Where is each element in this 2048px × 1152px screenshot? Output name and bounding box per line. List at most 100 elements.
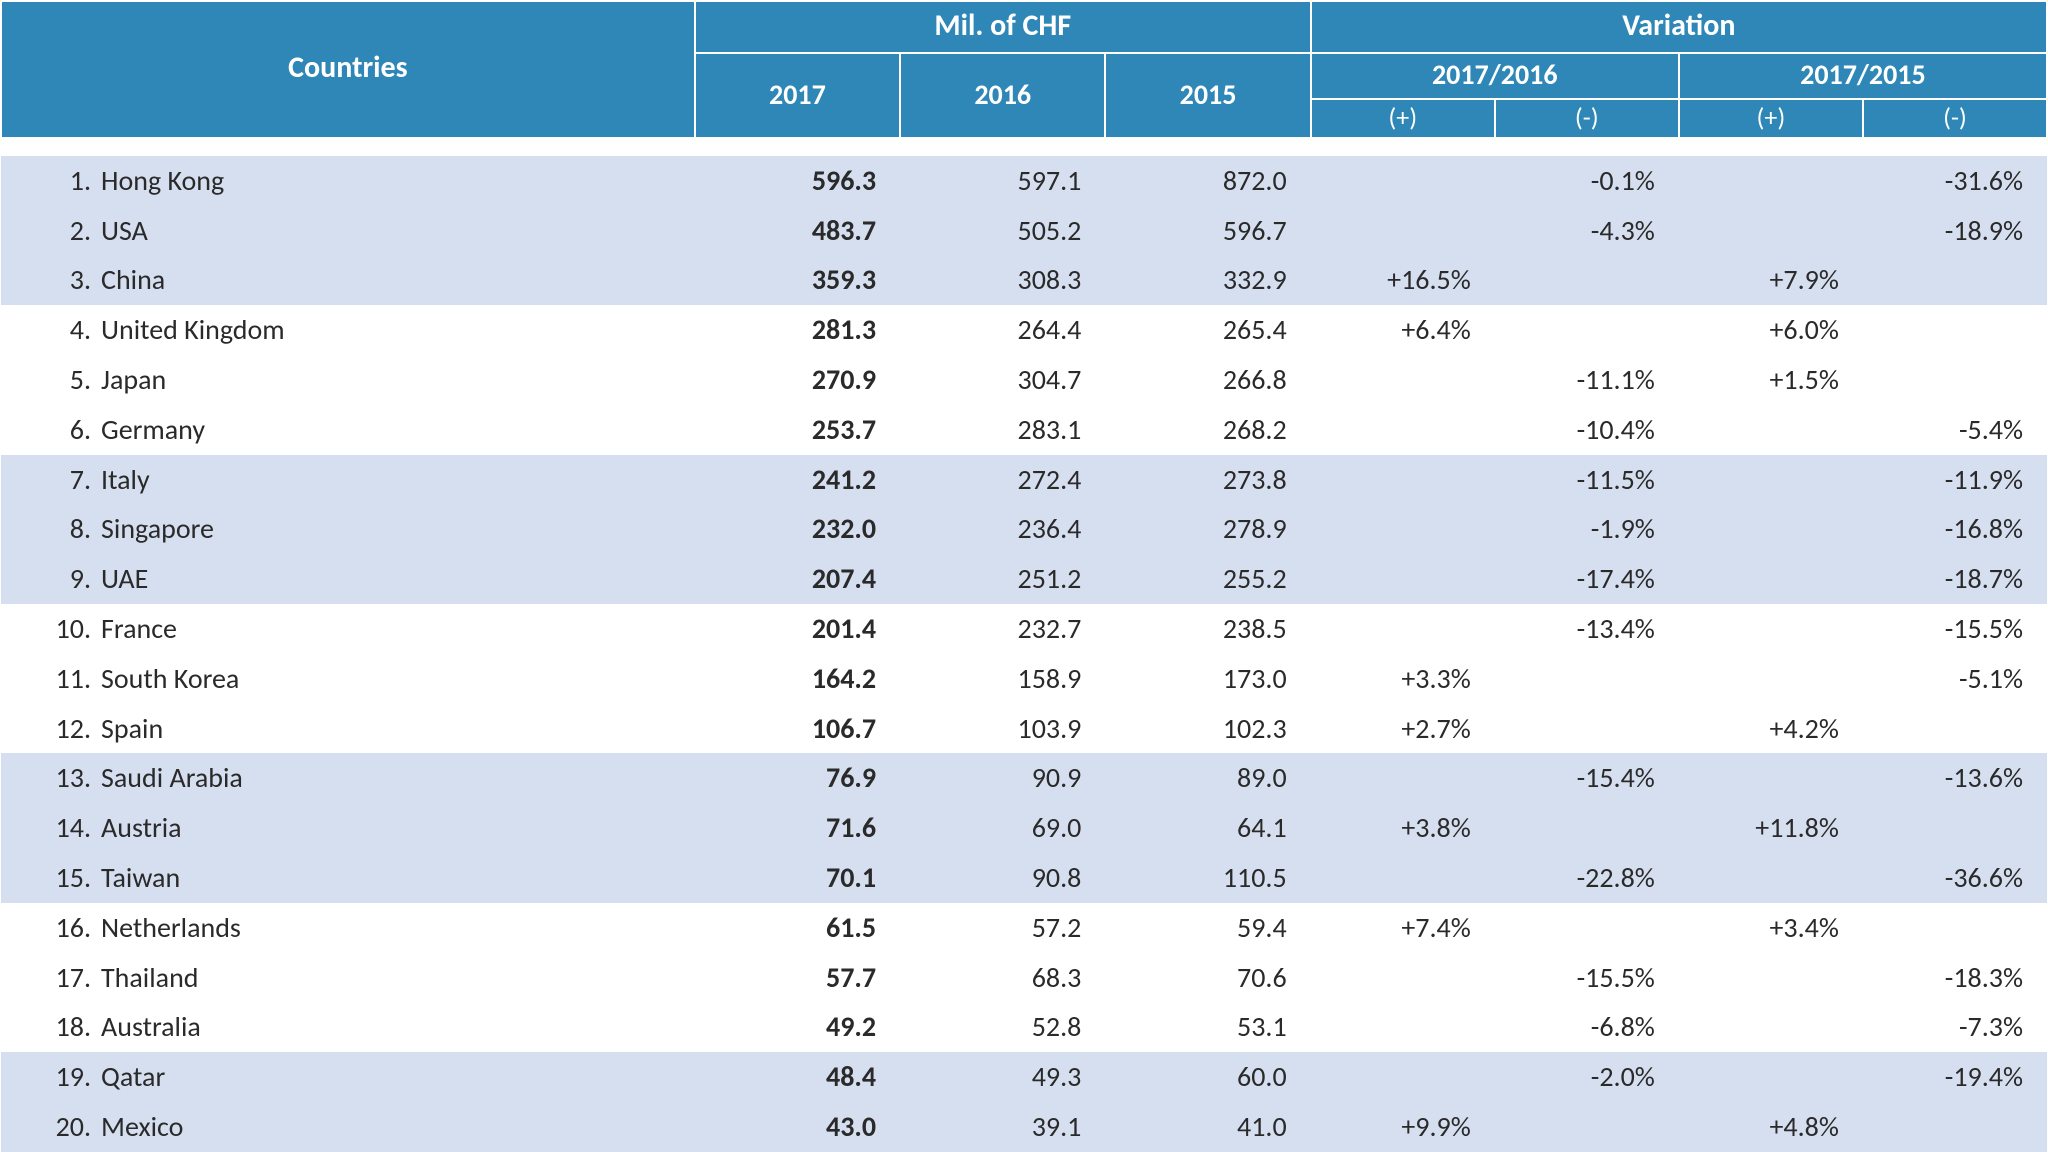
cell-v15m [1863,355,2047,405]
cell-y2015: 89.0 [1105,753,1310,803]
cell-y2015: 596.7 [1105,206,1310,256]
cell-y2015: 332.9 [1105,255,1310,305]
cell-v16p [1311,604,1495,654]
cell-v15m: -5.4% [1863,405,2047,455]
cell-rank: 2. [1,206,93,256]
cell-y2016: 57.2 [900,903,1105,953]
table-row: 7.Italy241.2272.4273.8-11.5%-11.9% [1,455,2047,505]
cell-y2015: 278.9 [1105,504,1310,554]
col-2017-2016-plus: (+) [1311,99,1495,138]
cell-country: Saudi Arabia [93,753,695,803]
colgroup-variation: Variation [1311,1,2047,53]
cell-y2016: 90.8 [900,853,1105,903]
cell-y2017: 232.0 [695,504,900,554]
cell-rank: 9. [1,554,93,604]
cell-y2015: 255.2 [1105,554,1310,604]
cell-y2016: 264.4 [900,305,1105,355]
cell-v15m [1863,903,2047,953]
cell-v15m: -18.9% [1863,206,2047,256]
cell-y2017: 207.4 [695,554,900,604]
cell-y2016: 232.7 [900,604,1105,654]
cell-rank: 4. [1,305,93,355]
cell-v15m: -15.5% [1863,604,2047,654]
cell-y2015: 59.4 [1105,903,1310,953]
cell-v16m: -0.1% [1495,156,1679,206]
cell-y2016: 69.0 [900,803,1105,853]
cell-v15m [1863,255,2047,305]
table-row: 2.USA483.7505.2596.7-4.3%-18.9% [1,206,2047,256]
cell-v16p [1311,953,1495,1003]
cell-v16p [1311,853,1495,903]
cell-y2015: 273.8 [1105,455,1310,505]
cell-y2017: 253.7 [695,405,900,455]
cell-y2017: 71.6 [695,803,900,853]
cell-v16p [1311,156,1495,206]
cell-v16p: +16.5% [1311,255,1495,305]
table-row: 10.France201.4232.7238.5-13.4%-15.5% [1,604,2047,654]
col-2017-2015-plus: (+) [1679,99,1863,138]
cell-y2017: 106.7 [695,704,900,754]
cell-v15p [1679,206,1863,256]
cell-y2016: 251.2 [900,554,1105,604]
cell-v16m [1495,803,1679,853]
cell-v15m: -18.3% [1863,953,2047,1003]
cell-y2016: 272.4 [900,455,1105,505]
cell-y2017: 164.2 [695,654,900,704]
cell-rank: 16. [1,903,93,953]
cell-country: USA [93,206,695,256]
cell-v16p: +3.8% [1311,803,1495,853]
cell-y2016: 158.9 [900,654,1105,704]
cell-v15p [1679,504,1863,554]
cell-y2015: 64.1 [1105,803,1310,853]
cell-v16p: +6.4% [1311,305,1495,355]
cell-v15p: +11.8% [1679,803,1863,853]
cell-y2017: 48.4 [695,1052,900,1102]
col-countries: Countries [1,1,695,138]
cell-country: Australia [93,1002,695,1052]
cell-v16m [1495,704,1679,754]
cell-v16m: -13.4% [1495,604,1679,654]
cell-y2016: 52.8 [900,1002,1105,1052]
cell-v16m [1495,654,1679,704]
cell-y2015: 238.5 [1105,604,1310,654]
cell-rank: 11. [1,654,93,704]
cell-y2016: 597.1 [900,156,1105,206]
cell-v16p [1311,455,1495,505]
cell-v16p [1311,355,1495,405]
col-2015: 2015 [1105,53,1310,138]
table-row: 4.United Kingdom281.3264.4265.4+6.4%+6.0… [1,305,2047,355]
cell-v15m: -36.6% [1863,853,2047,903]
cell-v16p: +3.3% [1311,654,1495,704]
cell-v15p: +7.9% [1679,255,1863,305]
cell-country: South Korea [93,654,695,704]
table-row: 8.Singapore232.0236.4278.9-1.9%-16.8% [1,504,2047,554]
cell-y2016: 39.1 [900,1102,1105,1152]
table-row: 16.Netherlands61.557.259.4+7.4%+3.4% [1,903,2047,953]
cell-y2015: 872.0 [1105,156,1310,206]
cell-v15p [1679,405,1863,455]
cell-country: Netherlands [93,903,695,953]
colgroup-mil-chf: Mil. of CHF [695,1,1311,53]
cell-country: Singapore [93,504,695,554]
cell-v15p [1679,853,1863,903]
table-row: 9.UAE207.4251.2255.2-17.4%-18.7% [1,554,2047,604]
cell-y2017: 596.3 [695,156,900,206]
cell-country: Austria [93,803,695,853]
cell-y2016: 103.9 [900,704,1105,754]
cell-v16m [1495,1102,1679,1152]
cell-rank: 1. [1,156,93,206]
cell-v16m: -22.8% [1495,853,1679,903]
cell-v16m: -6.8% [1495,1002,1679,1052]
cell-v16p [1311,554,1495,604]
cell-v15p [1679,753,1863,803]
cell-y2017: 49.2 [695,1002,900,1052]
cell-rank: 6. [1,405,93,455]
cell-v15m [1863,704,2047,754]
cell-rank: 15. [1,853,93,903]
cell-y2015: 265.4 [1105,305,1310,355]
cell-country: Thailand [93,953,695,1003]
cell-y2017: 70.1 [695,853,900,903]
cell-y2017: 359.3 [695,255,900,305]
cell-y2017: 241.2 [695,455,900,505]
cell-v16p [1311,206,1495,256]
